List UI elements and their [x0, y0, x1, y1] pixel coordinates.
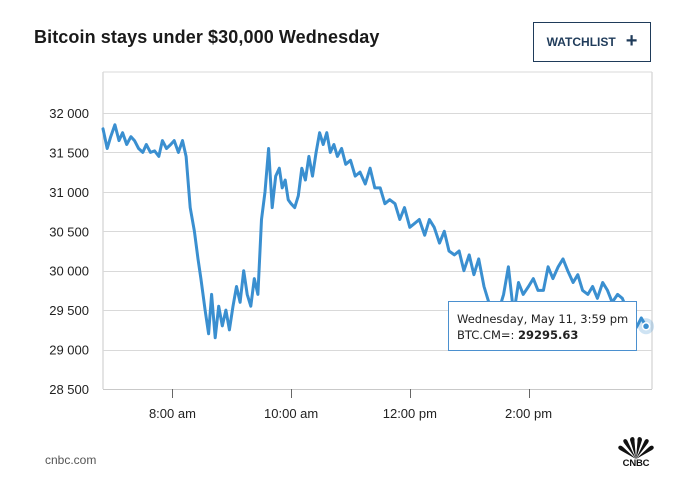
- x-tick-label: 8:00 am: [149, 406, 196, 421]
- logo-wordmark: CNBC: [622, 458, 650, 469]
- x-tick-label: 2:00 pm: [505, 406, 552, 421]
- tooltip-value: 29295.63: [518, 328, 579, 342]
- x-tick-label: 12:00 pm: [383, 406, 437, 421]
- y-tick-label: 30 500: [49, 224, 89, 239]
- tooltip-date: Wednesday, May 11, 3:59 pm: [457, 312, 629, 326]
- source-label[interactable]: cnbc.com: [45, 453, 97, 467]
- peacock-icon: [618, 437, 654, 459]
- tooltip-symbol: BTC.CM=:: [457, 328, 515, 342]
- y-tick-label: 29 000: [49, 343, 89, 358]
- series-line-group: [101, 123, 655, 340]
- watchlist-button[interactable]: WATCHLIST +: [533, 22, 651, 62]
- y-tick-label: 32 000: [49, 106, 89, 121]
- y-tick-label: 29 500: [49, 303, 89, 318]
- x-axis: 8:00 am 10:00 am 12:00 pm 2:00 pm: [149, 389, 552, 421]
- y-tick-label: 28 500: [49, 382, 89, 397]
- watchlist-label: WATCHLIST: [546, 35, 616, 49]
- y-tick-label: 31 500: [49, 145, 89, 160]
- y-tick-label: 30 000: [49, 264, 89, 279]
- btc-price-line: [101, 123, 648, 340]
- y-tick-label: 31 000: [49, 185, 89, 200]
- chart-title: Bitcoin stays under $30,000 Wednesday: [34, 27, 380, 47]
- price-tooltip: Wednesday, May 11, 3:59 pm BTC.CM=: 2929…: [448, 301, 637, 351]
- y-axis-labels: 28 500 29 000 29 500 30 000 30 500 31 000 31 5…: [49, 106, 89, 397]
- tooltip-value-row: BTC.CM=: 29295.63: [457, 327, 636, 343]
- x-tick-label: 10:00 am: [264, 406, 318, 421]
- highlight-point[interactable]: [641, 322, 651, 331]
- cnbc-logo: CNBC: [612, 437, 660, 471]
- plus-icon: +: [625, 30, 638, 52]
